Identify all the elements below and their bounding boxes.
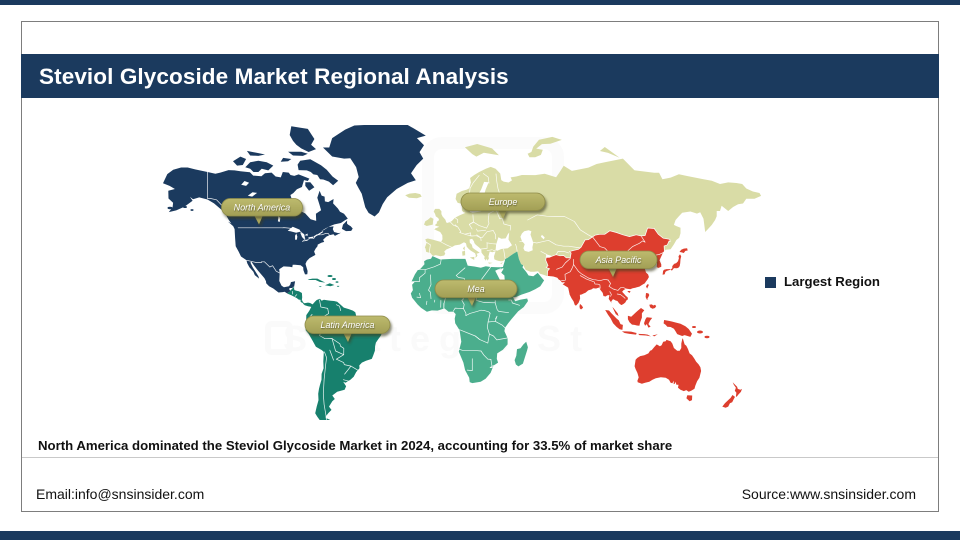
- svg-text:Mea: Mea: [467, 284, 484, 294]
- svg-text:Europe: Europe: [489, 197, 518, 207]
- svg-text:Latin America: Latin America: [321, 320, 375, 330]
- svg-text:North America: North America: [234, 203, 290, 213]
- svg-text:Asia Pacific: Asia Pacific: [595, 255, 642, 265]
